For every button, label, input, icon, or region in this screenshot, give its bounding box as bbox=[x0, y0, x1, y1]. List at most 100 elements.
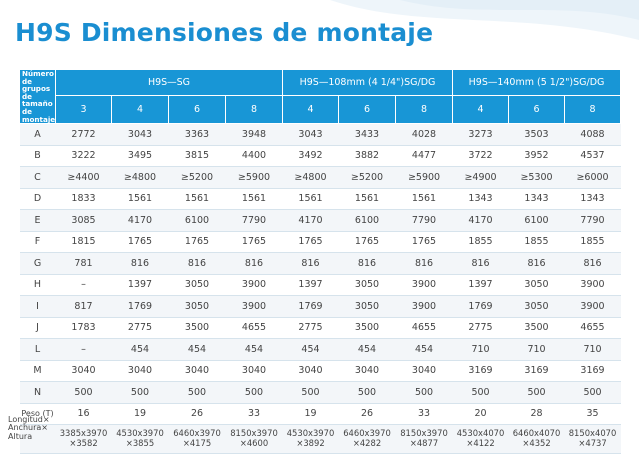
table-cell: 28 bbox=[508, 403, 565, 425]
table-cell: 3815 bbox=[168, 145, 226, 168]
table-cell: 816 bbox=[282, 252, 339, 275]
table-cell: 500 bbox=[395, 381, 453, 404]
table-cell: 3222 bbox=[55, 145, 112, 168]
table-cell: 3273 bbox=[452, 123, 509, 146]
group-header-108mm: H9S—108mm (4 1/4")SG/DG bbox=[281, 68, 454, 97]
table-row: C ≥4400 ≥4800 ≥5200 ≥5900 ≥4800 ≥5200 ≥5900 ≥490… bbox=[19, 166, 621, 189]
table-cell: 1765 bbox=[225, 231, 283, 254]
table-cell: 3040 bbox=[168, 360, 226, 383]
table-cell: ≥5200 bbox=[168, 166, 226, 189]
table-cell: 1765 bbox=[282, 231, 339, 254]
table-cell: 1855 bbox=[564, 231, 621, 254]
table-cell: 454 bbox=[338, 338, 396, 361]
table-cell: 3050 bbox=[508, 274, 565, 297]
row-label: N bbox=[19, 381, 56, 404]
row-label: Peso (T) bbox=[19, 403, 56, 425]
size-header: 6 bbox=[338, 95, 396, 125]
table-cell: 3169 bbox=[564, 360, 621, 383]
table-cell: 6460x3970 ×4282 bbox=[338, 424, 396, 454]
row-label: C bbox=[19, 166, 56, 189]
table-cell: 4655 bbox=[395, 317, 453, 340]
table-cell: 454 bbox=[168, 338, 226, 361]
table-row: B 3222 3495 3815 4400 3492 3882 4477 3722 3952 453… bbox=[19, 145, 621, 168]
table-cell: 710 bbox=[508, 338, 565, 361]
table-cell: 3040 bbox=[111, 360, 169, 383]
table-cell: 7790 bbox=[225, 209, 283, 232]
table-cell: 816 bbox=[168, 252, 226, 275]
table-cell: 1769 bbox=[452, 295, 509, 318]
table-cell: 1561 bbox=[111, 188, 169, 211]
table-cell: 1765 bbox=[395, 231, 453, 254]
table-row: D 1833 1561 1561 1561 1561 1561 1561 1343 1343 134… bbox=[19, 188, 621, 211]
table-cell: 1343 bbox=[508, 188, 565, 211]
table-cell: 781 bbox=[55, 252, 112, 275]
table-cell: 817 bbox=[55, 295, 112, 318]
table-cell: ≥5900 bbox=[395, 166, 453, 189]
table-cell: 816 bbox=[508, 252, 565, 275]
dims-label-text: Longitud× Anchura× Altura bbox=[8, 415, 50, 441]
table-cell: 710 bbox=[452, 338, 509, 361]
table-cell: 816 bbox=[564, 252, 621, 275]
table-cell: 3900 bbox=[564, 295, 621, 318]
table-cell: 3722 bbox=[452, 145, 509, 168]
table-cell: 1833 bbox=[55, 188, 112, 211]
table-cell: 33 bbox=[225, 403, 283, 425]
size-header: 6 bbox=[508, 95, 566, 125]
table-cell: 7790 bbox=[564, 209, 621, 232]
table-cell: 19 bbox=[111, 403, 169, 425]
table-cell: 1397 bbox=[111, 274, 169, 297]
table-cell: 1561 bbox=[338, 188, 396, 211]
table-cell: ≥6000 bbox=[564, 166, 621, 189]
table-cell: 1343 bbox=[564, 188, 621, 211]
table-cell: 4530x3970 ×3892 bbox=[282, 424, 339, 454]
size-header: 8 bbox=[564, 95, 622, 125]
table-cell: 3050 bbox=[338, 274, 396, 297]
table-cell: ≥4900 bbox=[452, 166, 509, 189]
table-cell: 1765 bbox=[111, 231, 169, 254]
table-cell: 3385x3970 ×3582 bbox=[55, 424, 112, 454]
table-cell: 3500 bbox=[168, 317, 226, 340]
table-cell: 710 bbox=[564, 338, 621, 361]
table-cell: 454 bbox=[225, 338, 283, 361]
table-row: I 817 1769 3050 3900 1769 3050 3900 1769 3050 3900 bbox=[19, 295, 621, 318]
table-cell: 3900 bbox=[395, 274, 453, 297]
table-cell: ≥4400 bbox=[55, 166, 112, 189]
table-cell: 4028 bbox=[395, 123, 453, 146]
table-cell: 3433 bbox=[338, 123, 396, 146]
table-cell: 454 bbox=[395, 338, 453, 361]
table-cell: 20 bbox=[452, 403, 509, 425]
table-cell: 3040 bbox=[282, 360, 339, 383]
table-cell: 4477 bbox=[395, 145, 453, 168]
table-cell: 500 bbox=[338, 381, 396, 404]
table-cell: 500 bbox=[111, 381, 169, 404]
group-header-sg: H9S—SG bbox=[55, 68, 283, 97]
row-label: I bbox=[19, 295, 56, 318]
table-cell: 3085 bbox=[55, 209, 112, 232]
table-cell: 3900 bbox=[395, 295, 453, 318]
table-cell: – bbox=[55, 338, 112, 361]
table-cell: 3050 bbox=[168, 274, 226, 297]
table-cell: 3050 bbox=[508, 295, 565, 318]
table-cell: 3040 bbox=[338, 360, 396, 383]
table-cell: 8150x3970 ×4877 bbox=[395, 424, 453, 454]
table-cell: 4170 bbox=[111, 209, 169, 232]
table-cell: 26 bbox=[168, 403, 226, 425]
table-cell: 1783 bbox=[55, 317, 112, 340]
group-header-140mm: H9S—140mm (5 1/2")SG/DG bbox=[452, 68, 622, 97]
row-label: B bbox=[19, 145, 56, 168]
table-cell: 3503 bbox=[508, 123, 565, 146]
row-label: L bbox=[19, 338, 56, 361]
table-row: G 781 816 816 816 816 816 816 816 816 816 bbox=[19, 252, 621, 275]
table-cell: 454 bbox=[111, 338, 169, 361]
table-cell: 3900 bbox=[225, 274, 283, 297]
table-cell: 1397 bbox=[452, 274, 509, 297]
table-cell: 16 bbox=[55, 403, 112, 425]
table-cell: 3050 bbox=[338, 295, 396, 318]
row-label: F bbox=[19, 231, 56, 254]
table-row: E 3085 4170 6100 7790 4170 6100 7790 4170 6100 779… bbox=[19, 209, 621, 232]
table-cell: 19 bbox=[282, 403, 339, 425]
table-cell: 2775 bbox=[111, 317, 169, 340]
table-cell: ≥5200 bbox=[338, 166, 396, 189]
table-cell: 816 bbox=[395, 252, 453, 275]
table-cell: 1855 bbox=[508, 231, 565, 254]
